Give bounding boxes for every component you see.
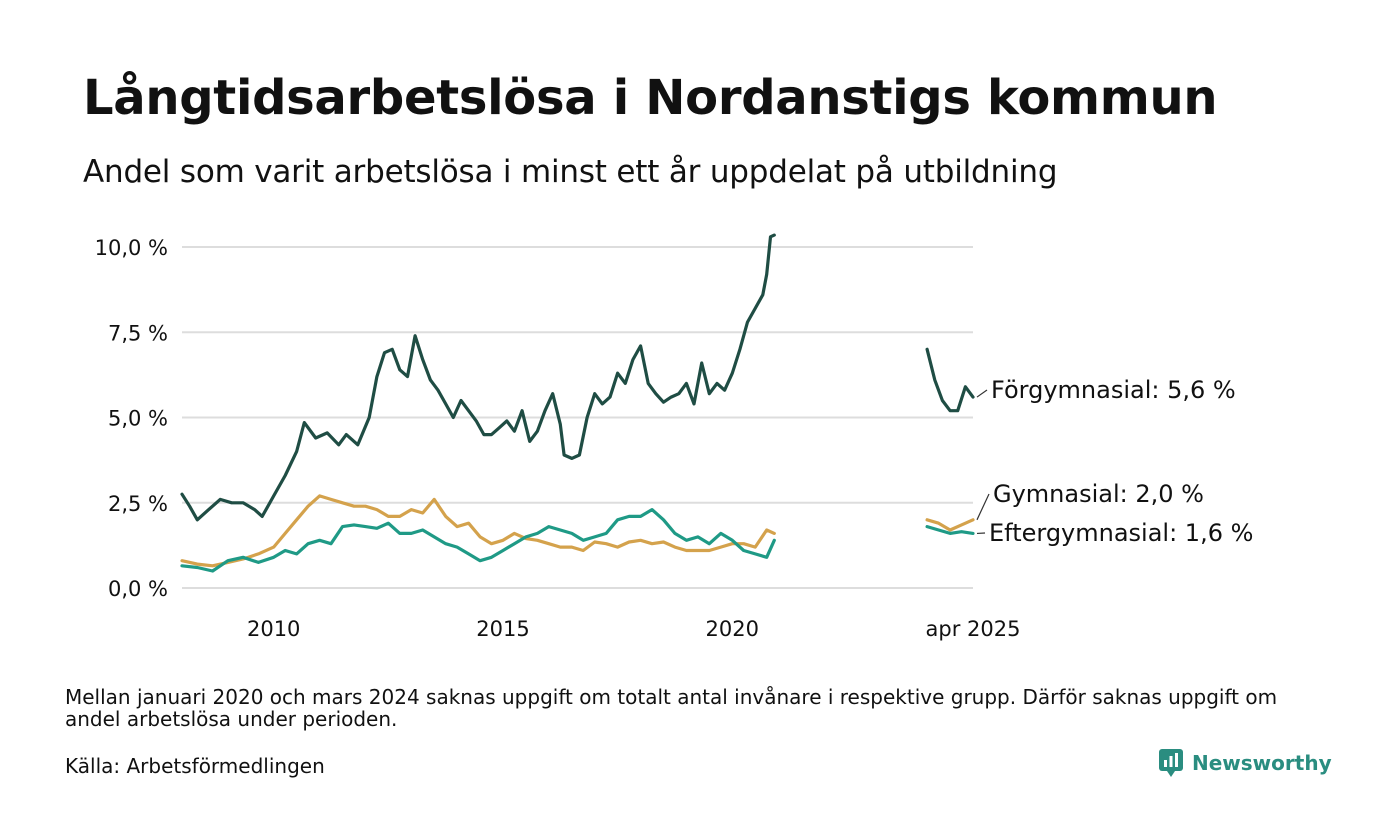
end-label-gymnasial: Gymnasial: 2,0 % xyxy=(993,480,1204,508)
gridlines xyxy=(182,246,973,589)
y-tick-label: 2,5 % xyxy=(108,492,168,516)
x-tick-label: 2010 xyxy=(247,617,300,641)
chart-subtitle: Andel som varit arbetslösa i minst ett å… xyxy=(83,154,1058,190)
series-line-eftergymnasial xyxy=(180,508,776,573)
label-connector xyxy=(976,389,988,398)
source-credit: Källa: Arbetsförmedlingen xyxy=(65,754,325,778)
end-label-eftergymnasial: Eftergymnasial: 1,6 % xyxy=(989,519,1253,547)
series-line-förgymnasial xyxy=(180,233,776,522)
series-line-eftergymnasial xyxy=(925,525,975,535)
y-tick-label: 10,0 % xyxy=(95,236,168,260)
newsworthy-logo[interactable]: Newsworthy xyxy=(1158,748,1332,778)
y-tick-label: 5,0 % xyxy=(108,407,168,431)
chart-title: Långtidsarbetslösa i Nordanstigs kommun xyxy=(83,70,1218,126)
x-tick-label: apr 2025 xyxy=(926,617,1021,641)
y-tick-label: 7,5 % xyxy=(108,321,168,345)
series-line-gymnasial xyxy=(180,494,776,568)
end-labels: Förgymnasial: 5,6 % Gymnasial: 2,0 % Efter… xyxy=(976,376,1253,547)
newsworthy-logo-icon xyxy=(1159,749,1183,777)
x-axis-ticks: 2010 2015 2020 apr 2025 xyxy=(247,617,1020,641)
series-lines xyxy=(180,233,975,573)
end-label-förgymnasial: Förgymnasial: 5,6 % xyxy=(991,376,1236,404)
x-tick-label: 2015 xyxy=(476,617,529,641)
line-chart: 0,0 % 2,5 % 5,0 % 7,5 % 10,0 % 2010 2015 2020 a… xyxy=(95,233,1253,641)
chart-note: Mellan januari 2020 och mars 2024 saknas… xyxy=(65,685,1278,731)
x-tick-label: 2020 xyxy=(706,617,759,641)
y-tick-label: 0,0 % xyxy=(108,577,168,601)
y-axis-ticks: 0,0 % 2,5 % 5,0 % 7,5 % 10,0 % xyxy=(95,236,168,601)
label-connector xyxy=(976,493,990,521)
series-line-gymnasial xyxy=(925,518,975,532)
series-line-förgymnasial xyxy=(925,347,975,413)
brand-name: Newsworthy xyxy=(1192,751,1332,775)
